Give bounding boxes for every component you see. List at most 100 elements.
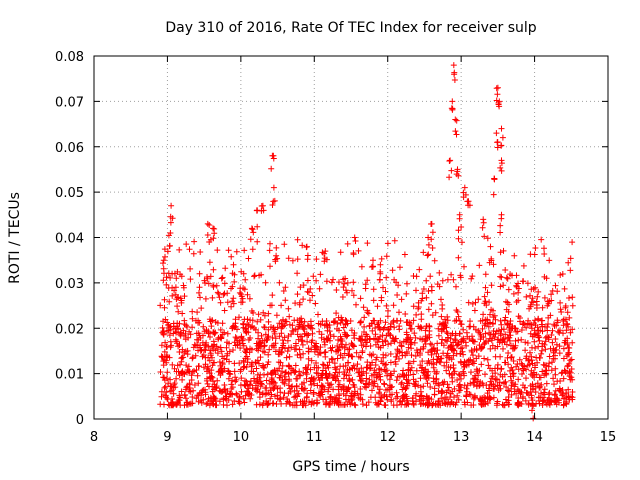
data-point: [517, 401, 523, 407]
data-point: [543, 380, 550, 387]
data-point: [282, 318, 289, 325]
data-point: [418, 311, 425, 318]
data-point: [298, 315, 305, 322]
data-point: [478, 400, 484, 407]
data-point: [266, 247, 273, 254]
data-point: [163, 388, 170, 395]
data-point: [387, 372, 394, 378]
data-point: [557, 386, 563, 393]
data-point: [173, 296, 180, 303]
data-point: [490, 314, 497, 321]
data-point: [162, 253, 168, 260]
data-point: [198, 399, 205, 406]
data-point: [358, 263, 365, 270]
data-point: [402, 311, 409, 317]
data-point: [525, 357, 532, 364]
data-point: [337, 319, 344, 326]
data-point: [460, 335, 467, 342]
data-point: [176, 246, 183, 253]
data-point: [388, 340, 394, 347]
data-point: [224, 330, 231, 337]
data-point: [376, 365, 383, 372]
data-point: [409, 395, 416, 402]
data-point: [438, 355, 445, 362]
data-point: [363, 375, 370, 382]
data-point: [511, 345, 518, 352]
data-point: [509, 379, 516, 386]
data-point: [179, 346, 186, 353]
y-tick-label: 0.05: [55, 186, 84, 201]
data-point: [541, 273, 548, 280]
data-point: [182, 348, 189, 355]
data-point: [498, 125, 505, 132]
data-point: [354, 390, 361, 397]
data-point: [425, 251, 432, 258]
data-point: [484, 289, 491, 296]
data-point: [371, 367, 378, 374]
data-point: [357, 319, 364, 326]
data-point: [216, 387, 223, 394]
data-point: [460, 368, 467, 375]
data-point: [318, 331, 325, 338]
data-point: [221, 280, 228, 287]
data-point: [495, 336, 502, 343]
data-point: [552, 355, 558, 362]
data-point: [564, 309, 571, 316]
data-point: [261, 324, 268, 331]
data-point: [304, 338, 311, 345]
data-point: [333, 287, 340, 293]
data-point: [448, 356, 455, 363]
data-point: [444, 338, 451, 345]
data-point: [416, 266, 423, 273]
data-point: [377, 270, 384, 277]
data-point: [291, 346, 298, 353]
data-point: [297, 284, 304, 291]
data-point: [443, 367, 450, 374]
data-point: [481, 394, 488, 401]
data-point: [196, 332, 203, 339]
data-point: [569, 389, 576, 395]
data-point: [528, 353, 535, 360]
data-point: [245, 391, 252, 398]
data-point: [541, 294, 548, 301]
data-point: [217, 344, 224, 351]
data-point: [270, 369, 277, 376]
data-point: [158, 342, 165, 349]
data-point: [210, 266, 217, 273]
data-point: [425, 241, 432, 248]
data-point: [459, 344, 466, 351]
data-point: [342, 275, 349, 282]
data-point: [247, 378, 254, 385]
data-point: [164, 248, 171, 255]
data-point: [363, 370, 370, 377]
data-point: [301, 318, 308, 325]
data-point: [173, 375, 180, 382]
data-point: [393, 389, 400, 396]
data-point: [214, 350, 221, 357]
data-point: [384, 396, 391, 403]
data-point: [346, 366, 353, 373]
data-point: [339, 294, 346, 300]
data-point: [202, 280, 208, 286]
data-point: [443, 389, 450, 396]
data-point: [324, 380, 331, 387]
data-point: [491, 334, 498, 341]
data-point: [500, 247, 507, 254]
data-point: [279, 368, 285, 375]
data-point: [292, 326, 299, 333]
data-point: [528, 371, 534, 378]
data-point: [508, 391, 515, 398]
data-point: [541, 251, 548, 257]
data-point: [281, 322, 288, 329]
data-point: [536, 394, 543, 401]
data-point: [536, 354, 543, 361]
data-point: [169, 270, 176, 277]
data-point: [565, 362, 571, 369]
data-point: [171, 287, 178, 294]
data-point: [447, 390, 454, 397]
data-point: [557, 306, 564, 313]
data-point: [443, 359, 450, 366]
data-point: [230, 261, 237, 268]
data-point: [355, 247, 362, 254]
data-point: [202, 347, 209, 354]
